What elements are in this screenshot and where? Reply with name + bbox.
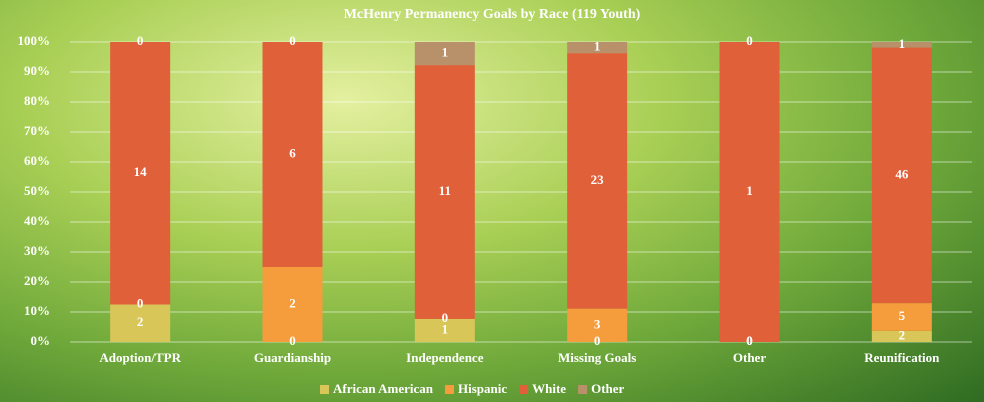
data-label: 0 bbox=[137, 33, 144, 48]
y-tick-label: 70% bbox=[24, 123, 50, 138]
data-label: 2 bbox=[137, 314, 144, 329]
legend-swatch bbox=[519, 385, 529, 394]
legend-label: African American bbox=[333, 381, 434, 396]
data-label: 0 bbox=[746, 333, 753, 348]
legend-swatch bbox=[445, 385, 455, 394]
data-label: 2 bbox=[289, 295, 296, 310]
data-label: 3 bbox=[594, 316, 601, 331]
data-label: 2 bbox=[899, 327, 906, 342]
data-label: 5 bbox=[899, 308, 906, 323]
x-tick-label: Reunification bbox=[864, 350, 940, 365]
bar-segment bbox=[567, 308, 628, 342]
y-tick-label: 20% bbox=[24, 273, 50, 288]
data-label: 0 bbox=[289, 333, 296, 348]
bar-segment bbox=[110, 304, 171, 342]
y-tick-label: 100% bbox=[18, 33, 51, 48]
data-label: 1 bbox=[442, 45, 449, 60]
y-tick-label: 80% bbox=[24, 93, 50, 108]
y-tick-label: 30% bbox=[24, 243, 50, 258]
bar-segment bbox=[871, 42, 932, 48]
x-tick-label: Adoption/TPR bbox=[99, 350, 181, 365]
y-tick-label: 60% bbox=[24, 153, 50, 168]
y-tick-label: 0% bbox=[31, 333, 51, 348]
y-tick-label: 50% bbox=[24, 183, 50, 198]
data-label: 0 bbox=[137, 295, 144, 310]
bar-segment bbox=[414, 65, 475, 319]
legend-label: Other bbox=[591, 381, 624, 396]
legend-swatch bbox=[320, 385, 329, 394]
data-label: 46 bbox=[895, 166, 909, 181]
x-tick-label: Other bbox=[733, 350, 766, 365]
bar-segment bbox=[110, 42, 171, 305]
legend-label: Hispanic bbox=[458, 381, 507, 396]
legend-swatch bbox=[578, 385, 588, 394]
x-tick-label: Guardianship bbox=[254, 350, 331, 365]
bar-segment bbox=[719, 42, 780, 342]
data-label: 11 bbox=[439, 183, 451, 198]
x-tick-label: Missing Goals bbox=[558, 350, 636, 365]
data-label: 1 bbox=[899, 36, 906, 51]
bar-segment bbox=[871, 47, 932, 304]
data-label: 0 bbox=[442, 310, 449, 325]
data-label: 0 bbox=[746, 333, 753, 348]
bar-segment bbox=[414, 42, 475, 66]
bar-segment bbox=[567, 53, 628, 309]
bar-segment bbox=[871, 330, 932, 342]
bar-segment bbox=[414, 318, 475, 342]
data-label: 0 bbox=[289, 33, 296, 48]
bar-segment bbox=[262, 42, 323, 267]
x-tick-label: Independence bbox=[406, 350, 484, 365]
bar-segment bbox=[871, 303, 932, 331]
y-tick-label: 10% bbox=[24, 303, 50, 318]
data-label: 1 bbox=[442, 321, 449, 336]
y-tick-label: 90% bbox=[24, 63, 50, 78]
data-label: 1 bbox=[746, 183, 753, 198]
chart-title: McHenry Permanency Goals by Race (119 Yo… bbox=[344, 7, 641, 22]
data-label: 14 bbox=[134, 164, 148, 179]
data-label: 23 bbox=[591, 172, 605, 187]
data-label: 6 bbox=[289, 145, 296, 160]
data-label: 0 bbox=[746, 33, 753, 48]
data-label: 0 bbox=[594, 333, 601, 348]
bar-segment bbox=[567, 42, 628, 54]
bar-segment bbox=[262, 267, 323, 342]
legend-label: White bbox=[532, 381, 566, 396]
y-tick-label: 40% bbox=[24, 213, 50, 228]
data-label: 1 bbox=[594, 39, 601, 54]
